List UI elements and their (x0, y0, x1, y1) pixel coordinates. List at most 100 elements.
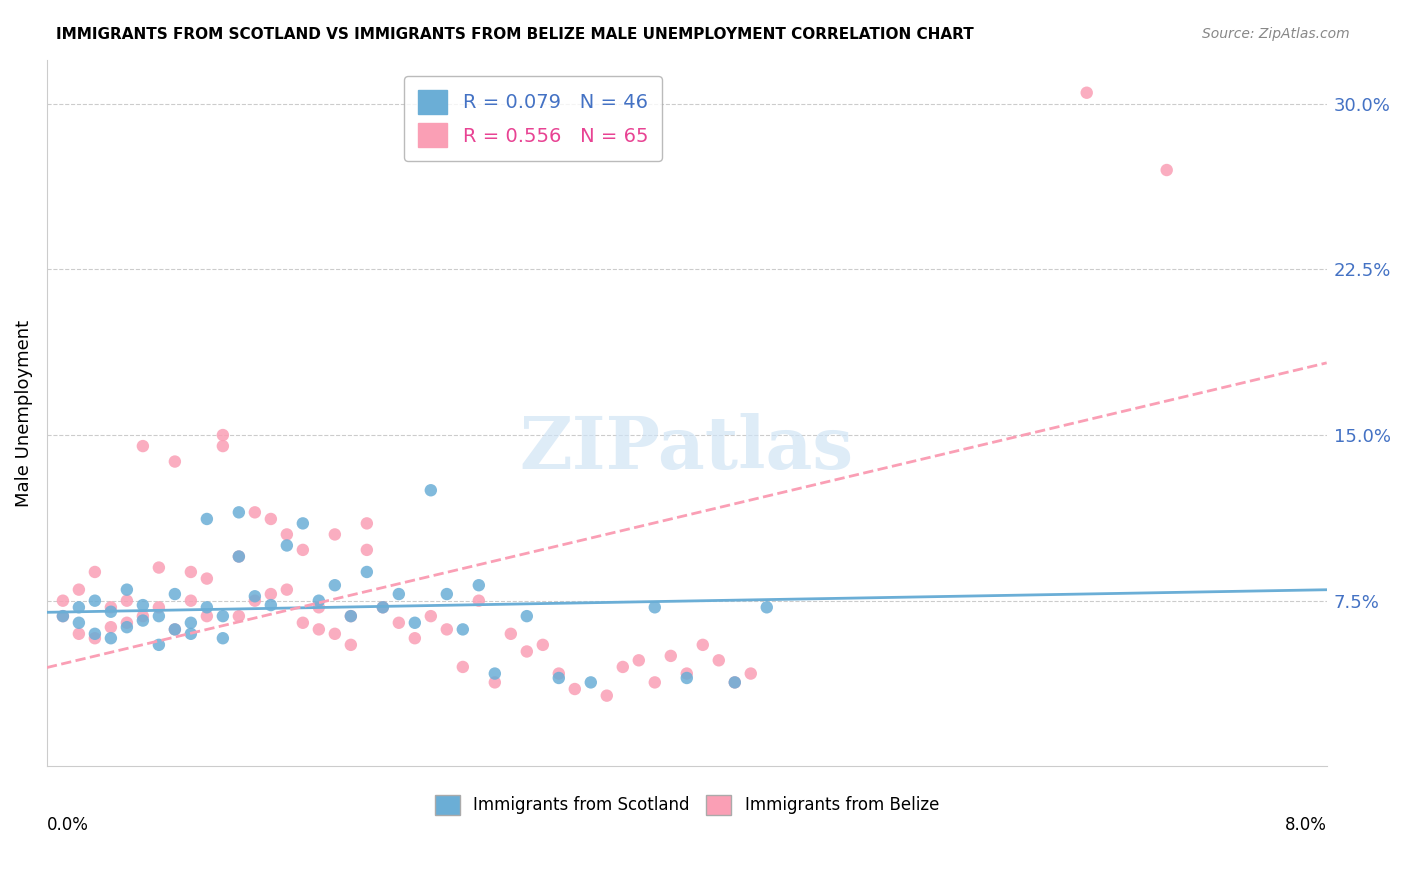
Point (132, 439, 155, 453)
Point (404, 632, 426, 646)
Point (228, 505, 250, 519)
Point (340, 609, 363, 624)
Point (163, 587, 186, 601)
Point (115, 593, 138, 607)
Point (724, 675, 747, 690)
Point (67, 582, 90, 597)
Point (115, 620, 138, 634)
Point (627, 653, 650, 667)
Point (516, 609, 538, 624)
Point (675, 671, 697, 685)
Point (260, 512, 283, 526)
Point (308, 623, 330, 637)
Point (644, 600, 666, 615)
Point (180, 565, 202, 579)
Point (148, 560, 170, 574)
Point (484, 675, 506, 690)
Point (436, 587, 458, 601)
Point (52, 609, 75, 624)
Point (612, 660, 634, 674)
Point (755, 600, 778, 615)
Point (83, 593, 105, 607)
Point (163, 623, 186, 637)
Text: Source: ZipAtlas.com: Source: ZipAtlas.com (1202, 27, 1350, 41)
Point (100, 600, 122, 615)
Point (195, 600, 218, 615)
Point (547, 671, 569, 685)
Point (276, 582, 298, 597)
Point (180, 627, 202, 641)
Point (212, 609, 235, 624)
Point (388, 587, 411, 601)
Point (243, 589, 266, 603)
Text: 0.0%: 0.0% (46, 816, 89, 834)
Text: IMMIGRANTS FROM SCOTLAND VS IMMIGRANTS FROM BELIZE MALE UNEMPLOYMENT CORRELATION: IMMIGRANTS FROM SCOTLAND VS IMMIGRANTS F… (56, 27, 974, 42)
Point (564, 681, 586, 696)
Point (468, 593, 491, 607)
Point (148, 609, 170, 624)
Point (291, 516, 314, 531)
Point (212, 439, 235, 453)
Point (195, 609, 218, 624)
Point (419, 483, 441, 498)
Point (67, 615, 90, 630)
Point (1156, 163, 1178, 178)
Point (371, 600, 394, 615)
Text: 8.0%: 8.0% (1285, 816, 1327, 834)
Point (100, 632, 122, 646)
Point (100, 605, 122, 619)
Point (83, 632, 105, 646)
Point (579, 675, 602, 690)
Point (484, 666, 506, 681)
Point (276, 527, 298, 541)
Point (180, 615, 202, 630)
Point (228, 609, 250, 624)
Point (707, 653, 730, 667)
Point (163, 454, 186, 468)
Point (52, 609, 75, 624)
Point (323, 578, 346, 592)
Point (436, 623, 458, 637)
Point (323, 627, 346, 641)
Point (100, 620, 122, 634)
Point (419, 609, 441, 624)
Point (67, 600, 90, 615)
Point (260, 598, 283, 612)
Point (228, 549, 250, 564)
Point (195, 512, 218, 526)
Point (675, 666, 697, 681)
Point (692, 638, 714, 652)
Point (291, 542, 314, 557)
Point (356, 542, 378, 557)
Point (115, 582, 138, 597)
Legend: Immigrants from Scotland, Immigrants from Belize: Immigrants from Scotland, Immigrants fro… (427, 788, 946, 822)
Y-axis label: Male Unemployment: Male Unemployment (15, 319, 32, 507)
Point (547, 666, 569, 681)
Point (243, 593, 266, 607)
Point (499, 627, 522, 641)
Point (659, 648, 682, 663)
Point (148, 600, 170, 615)
Point (260, 587, 283, 601)
Point (371, 600, 394, 615)
Point (276, 539, 298, 553)
Point (356, 565, 378, 579)
Point (451, 623, 474, 637)
Point (180, 593, 202, 607)
Point (212, 428, 235, 442)
Point (323, 527, 346, 541)
Point (468, 578, 491, 592)
Point (243, 505, 266, 519)
Point (388, 615, 411, 630)
Point (195, 572, 218, 586)
Point (1076, 86, 1098, 100)
Point (132, 614, 155, 628)
Point (308, 593, 330, 607)
Point (644, 675, 666, 690)
Point (340, 638, 363, 652)
Point (132, 598, 155, 612)
Point (308, 600, 330, 615)
Point (724, 675, 747, 690)
Point (531, 638, 554, 652)
Point (291, 615, 314, 630)
